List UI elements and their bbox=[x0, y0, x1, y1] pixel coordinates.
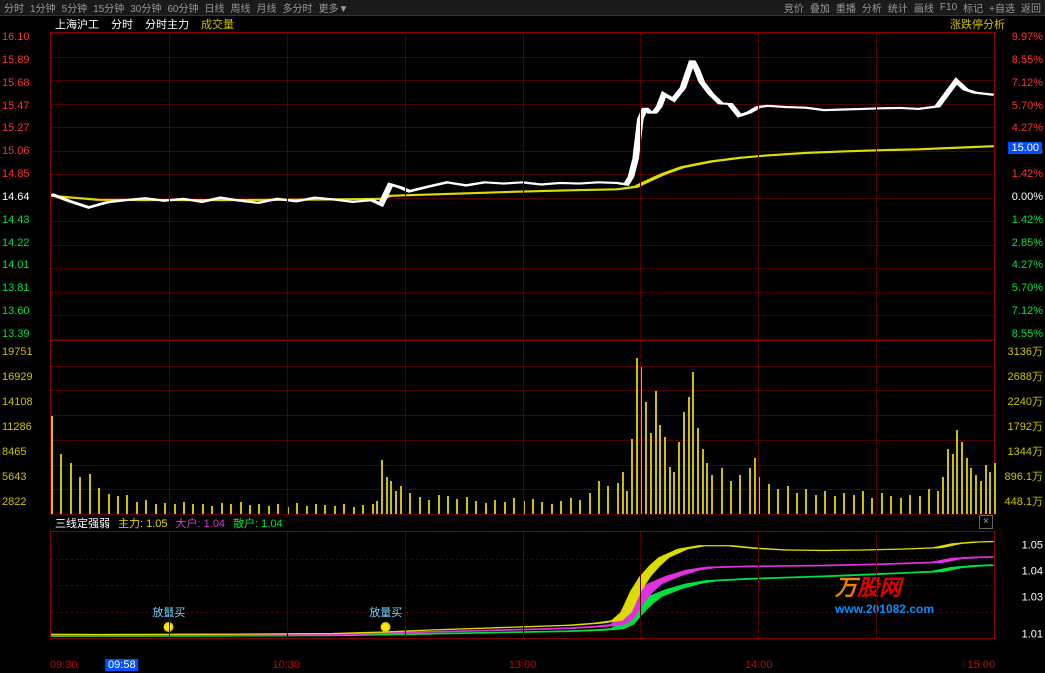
toolbar-item[interactable]: 分析 bbox=[862, 0, 882, 15]
toolbar-item[interactable]: 60分钟 bbox=[167, 0, 198, 15]
axis-tick: 5.70% bbox=[995, 283, 1043, 294]
axis-tick: 15.47 bbox=[2, 101, 50, 112]
toolbar-item[interactable]: 分时 bbox=[4, 0, 24, 15]
axis-tick: 5643 bbox=[2, 472, 50, 483]
buy-marker: 放量买 bbox=[369, 604, 402, 632]
chart-mode: 分时 bbox=[111, 16, 133, 32]
axis-tick: 3136万 bbox=[995, 347, 1043, 358]
time-tick: 14:00 bbox=[745, 659, 773, 671]
axis-tick: 2.85% bbox=[995, 238, 1043, 249]
volume-chart[interactable]: 19751 16929 14108 11286 8465 5643 2822 3136万 26… bbox=[0, 340, 1045, 515]
axis-tick: 0.00% bbox=[995, 192, 1043, 203]
axis-tick: 14108 bbox=[2, 397, 50, 408]
axis-tick: 16929 bbox=[2, 372, 50, 383]
indicator-name: 三线定强弱 bbox=[55, 515, 110, 531]
time-tick: 15:00 bbox=[967, 659, 995, 671]
toolbar-item[interactable]: 日线 bbox=[205, 0, 225, 15]
axis-tick: 14.85 bbox=[2, 169, 50, 180]
volume-label: 成交量 bbox=[201, 16, 234, 32]
buy-marker-label: 放量买 bbox=[369, 604, 402, 620]
toolbar-item[interactable]: F10 bbox=[940, 2, 957, 13]
axis-tick: 8465 bbox=[2, 447, 50, 458]
axis-tick: 1792万 bbox=[995, 422, 1043, 433]
axis-tick: 15.27 bbox=[2, 123, 50, 134]
toolbar-item[interactable]: 统计 bbox=[888, 0, 908, 15]
toolbar-item[interactable]: 15分钟 bbox=[93, 0, 124, 15]
axis-tick: 19751 bbox=[2, 347, 50, 358]
toolbar-item[interactable]: 画线 bbox=[914, 0, 934, 15]
volume-right-axis: 3136万 2688万 2240万 1792万 1344万 896.1万 448.1万 bbox=[995, 340, 1043, 515]
top-toolbar: 分时 1分钟 5分钟 15分钟 30分钟 60分钟 日线 周线 月线 多分时 更… bbox=[0, 0, 1045, 16]
watermark-logo: 万股网 www.201082.com bbox=[835, 570, 934, 616]
toolbar-item[interactable]: 标记 bbox=[963, 0, 983, 15]
axis-tick: 14.64 bbox=[2, 192, 50, 203]
axis-tick: 1.05 bbox=[1022, 541, 1043, 552]
axis-tick: 13.60 bbox=[2, 306, 50, 317]
toolbar-item[interactable]: 更多▼ bbox=[319, 0, 349, 15]
axis-tick: 4.27% bbox=[995, 260, 1043, 271]
sub-right-axis: 1.051.041.031.01 bbox=[995, 531, 1043, 639]
toolbar-item[interactable]: 周线 bbox=[231, 0, 251, 15]
time-tick: 13:00 bbox=[509, 659, 537, 671]
axis-tick: 9.97% bbox=[995, 32, 1043, 43]
toolbar-item[interactable]: 月线 bbox=[257, 0, 277, 15]
time-cursor: 09:58 bbox=[105, 659, 139, 671]
buy-marker-icon bbox=[381, 622, 391, 632]
axis-tick: 7.12% bbox=[995, 306, 1043, 317]
chart-mode-sub: 分时主力 bbox=[145, 16, 189, 32]
price-chart[interactable]: 16.10 15.89 15.68 15.47 15.27 15.06 14.85 14.64… bbox=[0, 32, 1045, 340]
axis-tick: 448.1万 bbox=[995, 497, 1043, 508]
series-label: 主力: 1.05 bbox=[118, 518, 168, 530]
axis-tick: 13.39 bbox=[2, 329, 50, 340]
axis-tick: 14.22 bbox=[2, 238, 50, 249]
axis-tick: 896.1万 bbox=[995, 472, 1043, 483]
stock-name: 上海沪工 bbox=[55, 16, 99, 32]
axis-tick: 14.43 bbox=[2, 215, 50, 226]
axis-tick: 4.27% bbox=[995, 123, 1043, 134]
toolbar-item[interactable]: 30分钟 bbox=[130, 0, 161, 15]
axis-tick: 13.81 bbox=[2, 283, 50, 294]
axis-tick: 2240万 bbox=[995, 397, 1043, 408]
toolbar-item[interactable]: 重播 bbox=[836, 0, 856, 15]
toolbar-item[interactable]: 多分时 bbox=[283, 0, 313, 15]
axis-tick: 15.06 bbox=[2, 146, 50, 157]
sub-indicator-header: 三线定强弱 主力: 1.05 大户: 1.04 散户: 1.04 × bbox=[0, 515, 1045, 531]
close-indicator-button[interactable]: × bbox=[979, 515, 993, 529]
price-right-axis: 9.97% 8.55% 7.12% 5.70% 4.27% 2.85% 1.42% 0.00%… bbox=[995, 32, 1043, 340]
axis-tick: 2688万 bbox=[995, 372, 1043, 383]
series-label: 大户: 1.04 bbox=[176, 518, 226, 530]
toolbar-item[interactable]: 返回 bbox=[1021, 0, 1041, 15]
toolbar-item[interactable]: +自选 bbox=[989, 0, 1015, 15]
toolbar-item[interactable]: 竞价 bbox=[784, 0, 804, 15]
axis-tick: 1.04 bbox=[1022, 567, 1043, 578]
axis-tick: 1.03 bbox=[1022, 592, 1043, 603]
axis-tick: 14.01 bbox=[2, 260, 50, 271]
series-label: 散户: 1.04 bbox=[233, 518, 283, 530]
axis-tick: 8.55% bbox=[995, 329, 1043, 340]
time-tick: 09:30 bbox=[50, 659, 78, 671]
time-axis: 09:30 10:30 13:00 14:00 15:00 09:58 bbox=[50, 659, 995, 673]
axis-tick: 1.42% bbox=[995, 215, 1043, 226]
chart-header: 上海沪工 分时 分时主力 成交量 涨跌停分析 bbox=[0, 16, 1045, 32]
toolbar-item[interactable]: 叠加 bbox=[810, 0, 830, 15]
axis-tick: 15.89 bbox=[2, 55, 50, 66]
axis-tick: 2822 bbox=[2, 497, 50, 508]
volume-left-axis: 19751 16929 14108 11286 8465 5643 2822 bbox=[2, 340, 50, 515]
axis-tick: 1.42% bbox=[995, 169, 1043, 180]
sub-indicator-chart[interactable]: 1.051.041.031.01 放量买放量买 万股网 www.201082.c… bbox=[0, 531, 1045, 639]
current-price-tag: 15.00 bbox=[1008, 142, 1042, 154]
axis-tick: 5.70% bbox=[995, 101, 1043, 112]
toolbar-item[interactable]: 1分钟 bbox=[30, 0, 56, 15]
axis-tick: 16.10 bbox=[2, 32, 50, 43]
axis-tick: 15.68 bbox=[2, 78, 50, 89]
toolbar-item[interactable]: 5分钟 bbox=[62, 0, 88, 15]
time-tick: 10:30 bbox=[272, 659, 300, 671]
price-left-axis: 16.10 15.89 15.68 15.47 15.27 15.06 14.85 14.64… bbox=[2, 32, 50, 340]
axis-tick: 7.12% bbox=[995, 78, 1043, 89]
limit-analysis-link[interactable]: 涨跌停分析 bbox=[950, 16, 1005, 32]
axis-tick: 11286 bbox=[2, 422, 50, 433]
axis-tick: 8.55% bbox=[995, 55, 1043, 66]
axis-tick: 1344万 bbox=[995, 447, 1043, 458]
